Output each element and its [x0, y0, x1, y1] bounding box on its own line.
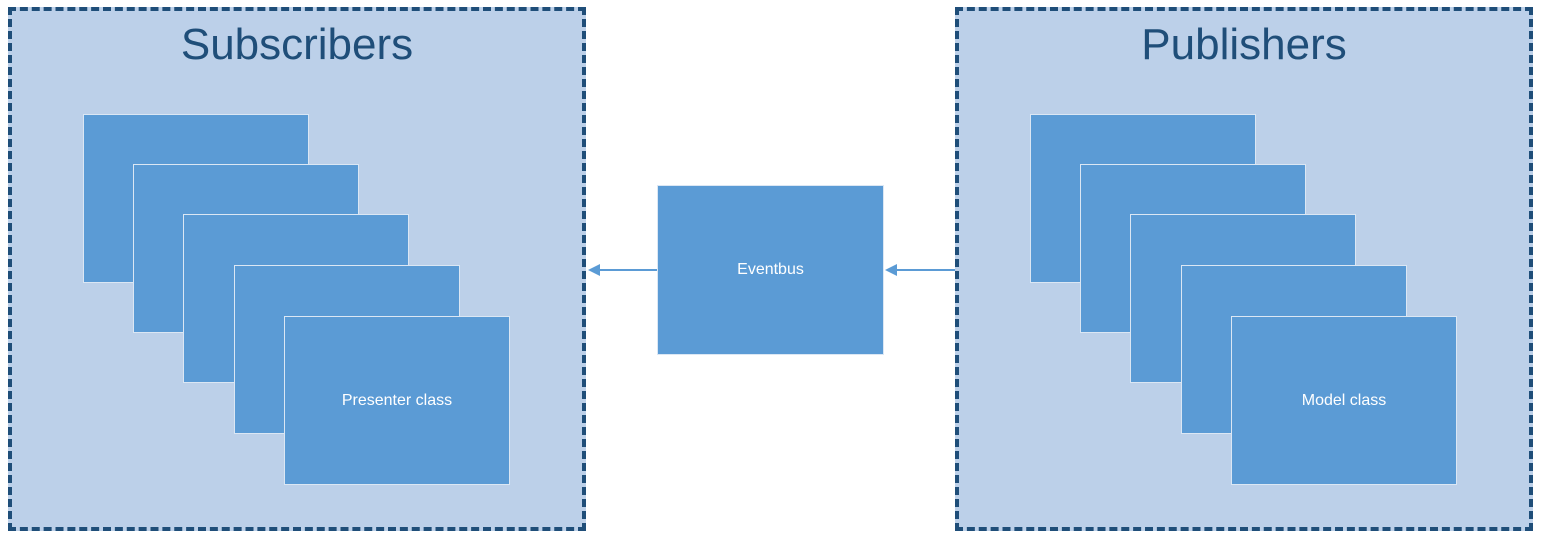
presenter-class-label: Presenter class	[341, 391, 453, 409]
publishers-to-eventbus-arrowhead	[885, 264, 897, 276]
eventbus-box: Eventbus	[657, 185, 884, 355]
eventbus-to-subscribers-arrowhead	[588, 264, 600, 276]
subscribers-title: Subscribers	[180, 20, 414, 69]
model-class-card: Model class	[1231, 316, 1457, 485]
presenter-class-card: Presenter class	[284, 316, 510, 485]
eventbus-label: Eventbus	[737, 261, 804, 278]
publishers-title: Publishers	[1141, 20, 1347, 69]
model-class-label: Model class	[1301, 391, 1387, 409]
